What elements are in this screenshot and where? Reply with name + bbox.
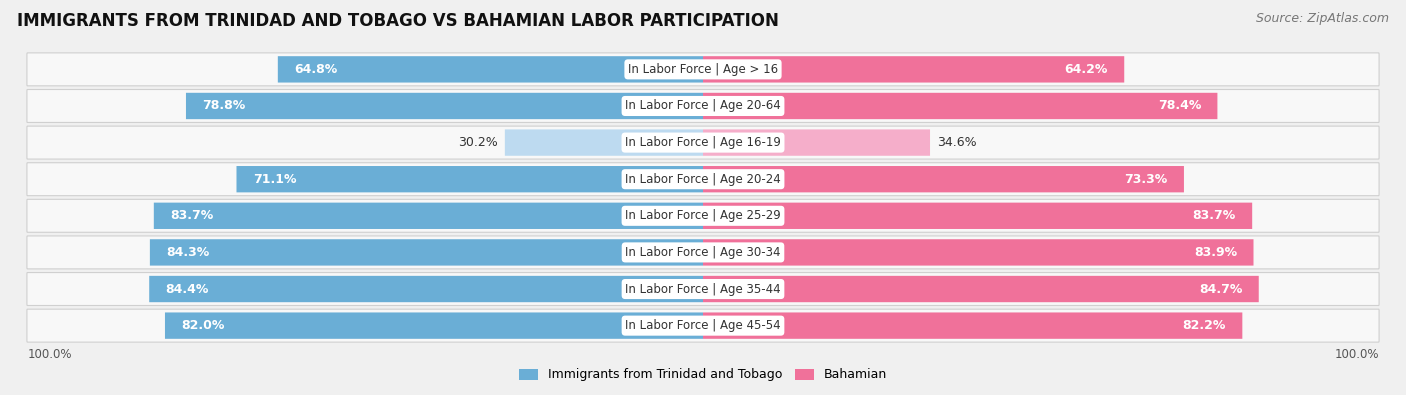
- Text: In Labor Force | Age > 16: In Labor Force | Age > 16: [628, 63, 778, 76]
- FancyBboxPatch shape: [149, 276, 703, 302]
- Text: 64.8%: 64.8%: [294, 63, 337, 76]
- FancyBboxPatch shape: [186, 93, 703, 119]
- FancyBboxPatch shape: [278, 56, 703, 83]
- Text: In Labor Force | Age 45-54: In Labor Force | Age 45-54: [626, 319, 780, 332]
- FancyBboxPatch shape: [703, 239, 1254, 265]
- FancyBboxPatch shape: [27, 236, 1379, 269]
- FancyBboxPatch shape: [27, 199, 1379, 232]
- Text: 82.0%: 82.0%: [181, 319, 225, 332]
- FancyBboxPatch shape: [703, 276, 1258, 302]
- Text: In Labor Force | Age 25-29: In Labor Force | Age 25-29: [626, 209, 780, 222]
- Text: In Labor Force | Age 16-19: In Labor Force | Age 16-19: [626, 136, 780, 149]
- Text: 83.9%: 83.9%: [1194, 246, 1237, 259]
- FancyBboxPatch shape: [27, 273, 1379, 305]
- Text: 71.1%: 71.1%: [253, 173, 297, 186]
- FancyBboxPatch shape: [703, 203, 1253, 229]
- FancyBboxPatch shape: [236, 166, 703, 192]
- Text: 84.4%: 84.4%: [166, 282, 209, 295]
- FancyBboxPatch shape: [703, 130, 929, 156]
- Text: In Labor Force | Age 35-44: In Labor Force | Age 35-44: [626, 282, 780, 295]
- Text: 84.7%: 84.7%: [1199, 282, 1243, 295]
- FancyBboxPatch shape: [703, 312, 1243, 339]
- Text: IMMIGRANTS FROM TRINIDAD AND TOBAGO VS BAHAMIAN LABOR PARTICIPATION: IMMIGRANTS FROM TRINIDAD AND TOBAGO VS B…: [17, 12, 779, 30]
- FancyBboxPatch shape: [703, 56, 1125, 83]
- FancyBboxPatch shape: [27, 163, 1379, 196]
- FancyBboxPatch shape: [153, 203, 703, 229]
- FancyBboxPatch shape: [505, 130, 703, 156]
- Text: 83.7%: 83.7%: [1192, 209, 1236, 222]
- FancyBboxPatch shape: [27, 90, 1379, 122]
- Text: In Labor Force | Age 30-34: In Labor Force | Age 30-34: [626, 246, 780, 259]
- Text: 83.7%: 83.7%: [170, 209, 214, 222]
- FancyBboxPatch shape: [150, 239, 703, 265]
- Text: 34.6%: 34.6%: [936, 136, 976, 149]
- Text: Source: ZipAtlas.com: Source: ZipAtlas.com: [1256, 12, 1389, 25]
- FancyBboxPatch shape: [27, 53, 1379, 86]
- Text: 78.8%: 78.8%: [202, 100, 246, 113]
- FancyBboxPatch shape: [27, 126, 1379, 159]
- Text: 100.0%: 100.0%: [1334, 348, 1379, 361]
- Text: 64.2%: 64.2%: [1064, 63, 1108, 76]
- Text: 30.2%: 30.2%: [458, 136, 498, 149]
- Text: In Labor Force | Age 20-24: In Labor Force | Age 20-24: [626, 173, 780, 186]
- Text: 82.2%: 82.2%: [1182, 319, 1226, 332]
- FancyBboxPatch shape: [165, 312, 703, 339]
- Text: 78.4%: 78.4%: [1157, 100, 1201, 113]
- Text: 73.3%: 73.3%: [1125, 173, 1167, 186]
- Text: 84.3%: 84.3%: [166, 246, 209, 259]
- Legend: Immigrants from Trinidad and Tobago, Bahamian: Immigrants from Trinidad and Tobago, Bah…: [515, 363, 891, 386]
- FancyBboxPatch shape: [27, 309, 1379, 342]
- FancyBboxPatch shape: [703, 166, 1184, 192]
- Text: In Labor Force | Age 20-64: In Labor Force | Age 20-64: [626, 100, 780, 113]
- Text: 100.0%: 100.0%: [27, 348, 72, 361]
- FancyBboxPatch shape: [703, 93, 1218, 119]
